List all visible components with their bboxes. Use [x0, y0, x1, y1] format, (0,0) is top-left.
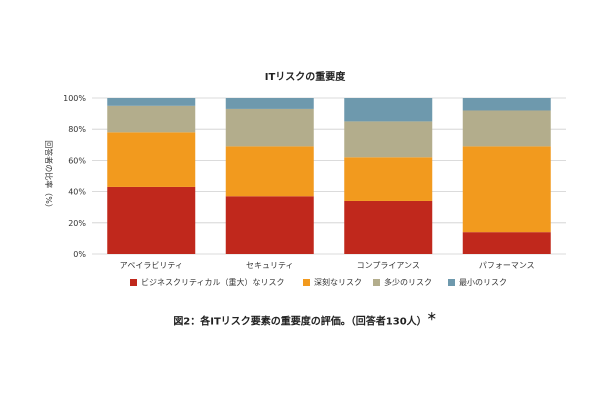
bar-segment — [225, 146, 314, 197]
y-axis-label: 回答者の比率（%） — [44, 140, 54, 212]
bar-segment — [462, 232, 551, 254]
bar-segment — [344, 200, 433, 254]
category-label: アベイラビリティ — [120, 261, 183, 270]
bar-segment — [462, 98, 551, 111]
bar-segment — [344, 121, 433, 158]
bar-segment — [225, 196, 314, 254]
bar-segment — [107, 132, 196, 187]
category-label: コンプライアンス — [357, 261, 420, 270]
category-label: パフォーマンス — [479, 261, 535, 270]
y-tick-label: 100% — [63, 94, 86, 103]
caption-mark: ＊ — [426, 312, 437, 323]
bar-segment — [344, 98, 433, 122]
bar-segment — [107, 98, 196, 106]
risk-importance-chart: ITリスクの重要度 回答者の比率（%） 0% 20% 40% 60% 80% 100% ア… — [44, 70, 566, 287]
legend-label: 深刻なリスク — [314, 277, 362, 287]
legend-swatch — [448, 279, 455, 286]
caption-text: 図2：各ITリスク要素の重要度の評価。（回答者130人） — [173, 316, 427, 328]
y-tick-label: 60% — [68, 156, 86, 165]
y-tick-label: 80% — [68, 125, 86, 134]
bar-segment — [462, 146, 551, 233]
bar-segment — [344, 157, 433, 201]
legend-label: ビジネスクリティカル（重大）なリスク — [141, 277, 285, 287]
legend-label: 多少のリスク — [384, 277, 432, 287]
y-tick-label: 20% — [68, 219, 86, 228]
legend-swatch — [303, 279, 310, 286]
bar-segment — [107, 105, 196, 133]
legend-swatch — [130, 279, 137, 286]
figure-caption: 図2：各ITリスク要素の重要度の評価。（回答者130人）＊ — [0, 308, 610, 327]
chart-title: ITリスクの重要度 — [265, 70, 347, 83]
bar-segment — [107, 186, 196, 254]
legend-swatch — [373, 279, 380, 286]
y-tick-label: 40% — [68, 188, 86, 197]
bar-segment — [225, 108, 314, 147]
y-tick-label: 0% — [73, 250, 86, 259]
bar-segment — [225, 98, 314, 109]
category-label: セキュリティ — [246, 261, 294, 270]
legend-label: 最小のリスク — [459, 278, 507, 287]
bar-segment — [462, 110, 551, 147]
